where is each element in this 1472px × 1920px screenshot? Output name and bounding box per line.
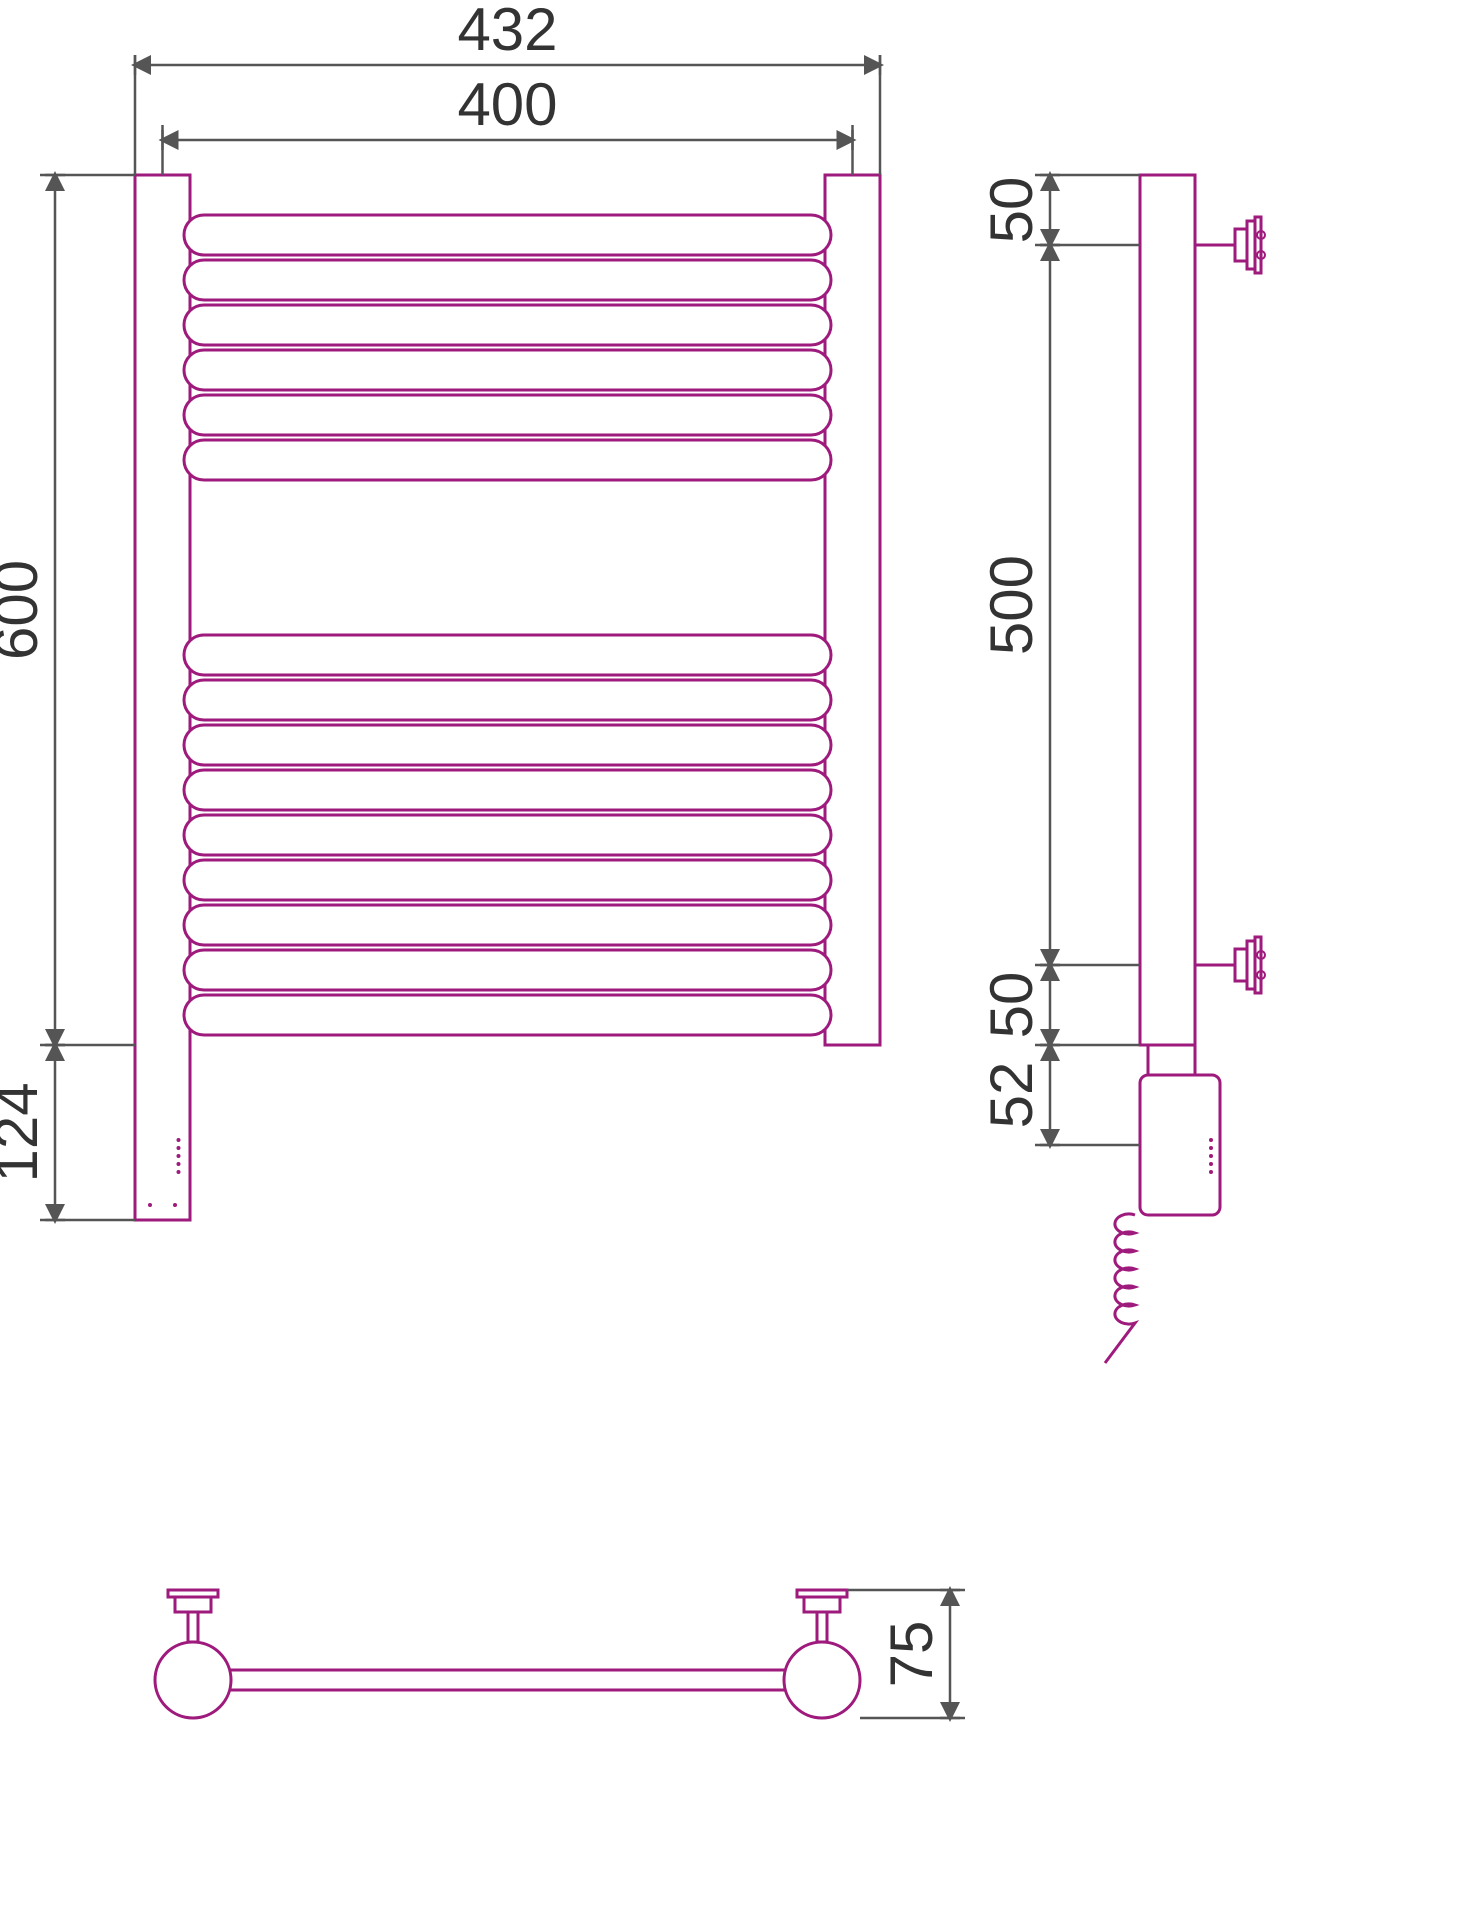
rung [184, 305, 831, 345]
rung [184, 215, 831, 255]
dimension-label: 50 [978, 177, 1045, 244]
dimension-label: 432 [457, 0, 557, 63]
rung [184, 815, 831, 855]
rung [184, 995, 831, 1035]
rung [184, 680, 831, 720]
rung [184, 395, 831, 435]
rung [184, 440, 831, 480]
cable-coil [1105, 1214, 1135, 1363]
dimension-label: 124 [0, 1082, 50, 1182]
dimension-label: 50 [978, 972, 1045, 1039]
front-view [135, 175, 880, 1220]
rung [184, 950, 831, 990]
rung [184, 860, 831, 900]
rung [184, 260, 831, 300]
dimension-label: 52 [978, 1062, 1045, 1129]
rung [184, 350, 831, 390]
top-view [155, 1590, 860, 1718]
dimension-label: 400 [457, 71, 557, 138]
dimension-label: 500 [978, 555, 1045, 655]
side-view [1105, 175, 1265, 1363]
rung [184, 905, 831, 945]
rung [184, 770, 831, 810]
rung [184, 725, 831, 765]
dimension-label: 75 [878, 1621, 945, 1688]
rung [184, 635, 831, 675]
dimension-label: 600 [0, 560, 50, 660]
